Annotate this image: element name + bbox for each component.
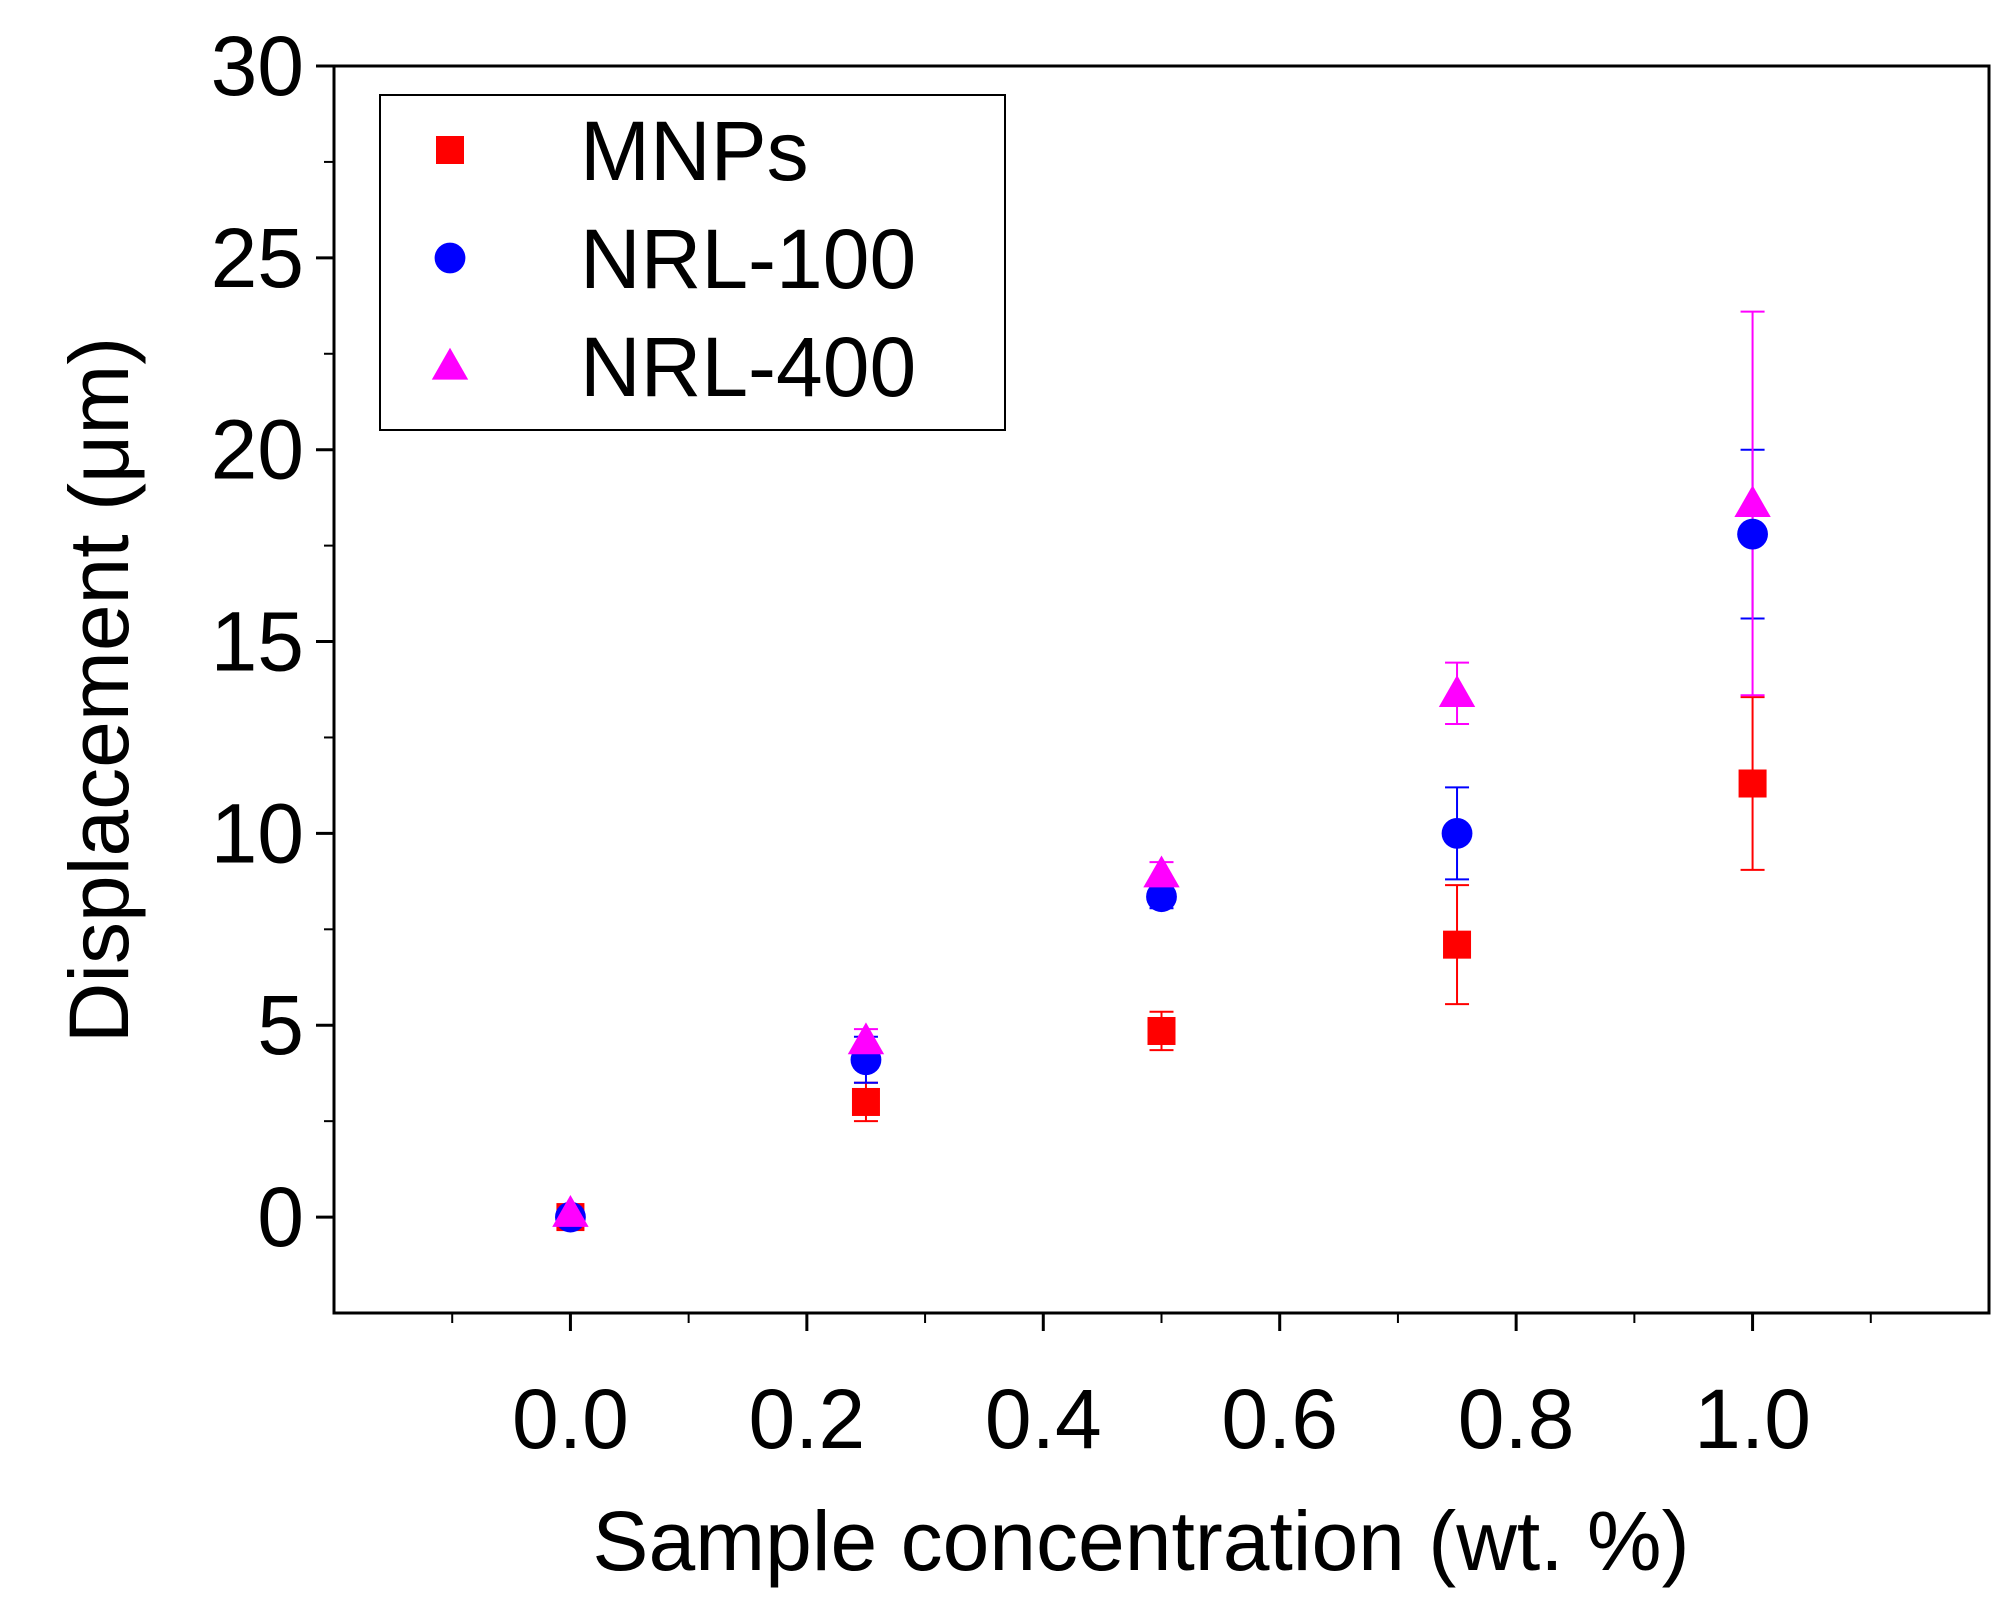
point-mnps	[1443, 930, 1472, 959]
legend-box	[379, 94, 1006, 431]
legend: MNPs NRL-100 NRL-400	[379, 94, 1006, 431]
point-nrl-400	[847, 1022, 885, 1055]
point-nrl-400	[1734, 485, 1771, 518]
point-mnps	[1738, 769, 1767, 798]
x-tick-label: 0.0	[512, 1372, 629, 1466]
y-tick-label: 10	[211, 786, 304, 880]
x-tick-label: 0.2	[748, 1372, 865, 1466]
legend-label-nrl-100: NRL-100	[580, 212, 916, 306]
error-bars	[853, 310, 1765, 1123]
point-nrl-100	[1441, 817, 1473, 849]
legend-label-mnps: MNPs	[580, 104, 809, 198]
point-nrl-400	[1143, 855, 1180, 888]
point-nrl-400	[552, 1195, 589, 1227]
x-tick-label: 0.6	[1221, 1372, 1338, 1466]
y-tick-label: 15	[211, 595, 304, 689]
point-nrl-400	[1438, 675, 1476, 707]
y-tick-label: 25	[211, 211, 304, 305]
point-nrl-100	[1146, 881, 1177, 913]
legend-label-nrl-400: NRL-400	[580, 320, 916, 414]
point-nrl-100	[1737, 518, 1768, 550]
y-axis: 0 5 10 15 20 25 30	[211, 19, 334, 1264]
legend-marker-nrl-400	[431, 347, 469, 380]
x-tick-label: 0.4	[985, 1372, 1102, 1466]
x-axis-label: Sample concentration (wt. %)	[592, 1494, 1689, 1588]
x-tick-label: 1.0	[1694, 1372, 1811, 1466]
point-mnps	[1147, 1016, 1176, 1045]
x-axis: 0.0 0.2 0.4 0.6 0.8 1.0	[451, 1313, 1872, 1466]
y-axis-label: Displacement (μm)	[52, 337, 146, 1044]
point-mnps	[851, 1087, 880, 1116]
y-tick-label: 5	[257, 978, 304, 1072]
legend-marker-mnps	[436, 136, 464, 164]
legend-marker-nrl-100	[434, 242, 466, 274]
x-tick-label: 0.8	[1458, 1372, 1575, 1466]
y-tick-label: 20	[211, 403, 304, 497]
y-tick-label: 0	[257, 1170, 304, 1264]
y-tick-label: 30	[211, 19, 304, 113]
data-points	[552, 485, 1771, 1233]
